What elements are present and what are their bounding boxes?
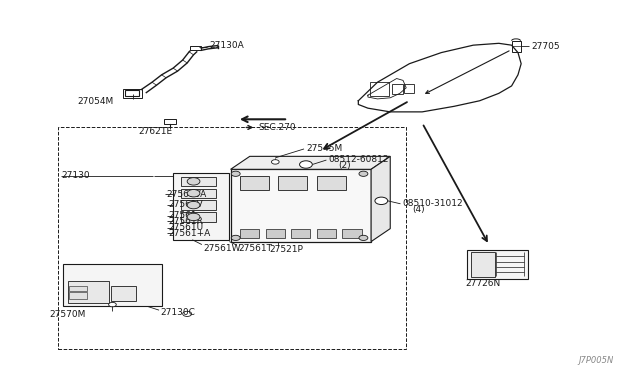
Bar [392, 84, 403, 94]
Bar [370, 82, 389, 96]
Text: 27561V: 27561V [168, 200, 203, 209]
Bar [180, 201, 216, 210]
Circle shape [187, 189, 200, 197]
Circle shape [359, 171, 368, 176]
Bar [180, 189, 216, 198]
Text: SEC.270: SEC.270 [259, 123, 296, 132]
Text: 27130C: 27130C [161, 308, 195, 317]
Circle shape [187, 213, 200, 221]
Bar [230, 169, 371, 241]
Circle shape [300, 161, 312, 168]
Text: 27570M: 27570M [49, 310, 86, 319]
Text: (4): (4) [412, 205, 424, 214]
Bar [69, 286, 87, 291]
Text: S: S [304, 161, 308, 167]
Bar [404, 84, 414, 93]
Text: 08512-60812: 08512-60812 [328, 155, 389, 164]
Circle shape [359, 235, 368, 240]
Text: 27561W: 27561W [203, 244, 241, 253]
Text: J7P005N: J7P005N [579, 356, 614, 365]
Text: 27705: 27705 [531, 42, 560, 51]
Polygon shape [371, 156, 390, 241]
Circle shape [182, 311, 191, 317]
Circle shape [375, 197, 388, 205]
Polygon shape [230, 156, 390, 169]
Bar [240, 176, 269, 190]
Bar [317, 176, 346, 190]
Bar [111, 286, 136, 301]
Circle shape [231, 235, 240, 240]
Text: 27054M: 27054M [77, 97, 113, 106]
Circle shape [187, 178, 200, 185]
Text: 27561U: 27561U [168, 223, 203, 232]
Circle shape [109, 302, 116, 307]
Bar [125, 90, 140, 96]
Text: S: S [379, 198, 383, 204]
Bar [278, 176, 307, 190]
Text: 27561T: 27561T [238, 244, 272, 253]
Text: 27561+A: 27561+A [168, 229, 211, 238]
Text: 27561VA: 27561VA [167, 190, 207, 199]
Text: 27130: 27130 [61, 171, 90, 180]
Circle shape [231, 171, 240, 176]
Bar [69, 292, 87, 299]
Bar [317, 229, 336, 238]
Bar [123, 89, 142, 98]
Text: 27521P: 27521P [269, 244, 303, 253]
Bar [189, 46, 201, 50]
Bar [511, 41, 520, 52]
Bar [467, 250, 527, 279]
Bar [240, 229, 259, 238]
Text: 27726N: 27726N [465, 279, 500, 288]
Bar [58, 127, 406, 349]
Bar [63, 264, 163, 307]
Bar [342, 229, 362, 238]
Circle shape [187, 201, 200, 209]
Text: 27545M: 27545M [306, 144, 342, 153]
Bar [266, 229, 285, 238]
Bar [68, 281, 109, 304]
Bar [164, 119, 176, 124]
Bar [291, 229, 310, 238]
Text: (2): (2) [338, 161, 351, 170]
Text: 27130A: 27130A [209, 41, 244, 51]
Bar [173, 173, 229, 240]
Text: 08510-31012: 08510-31012 [403, 199, 463, 208]
Text: 27621E: 27621E [138, 126, 172, 136]
Circle shape [271, 160, 279, 164]
Bar [470, 252, 495, 277]
Bar [180, 177, 216, 186]
Text: 27561R: 27561R [168, 217, 203, 226]
Text: 27561: 27561 [168, 211, 196, 220]
Bar [180, 212, 216, 222]
